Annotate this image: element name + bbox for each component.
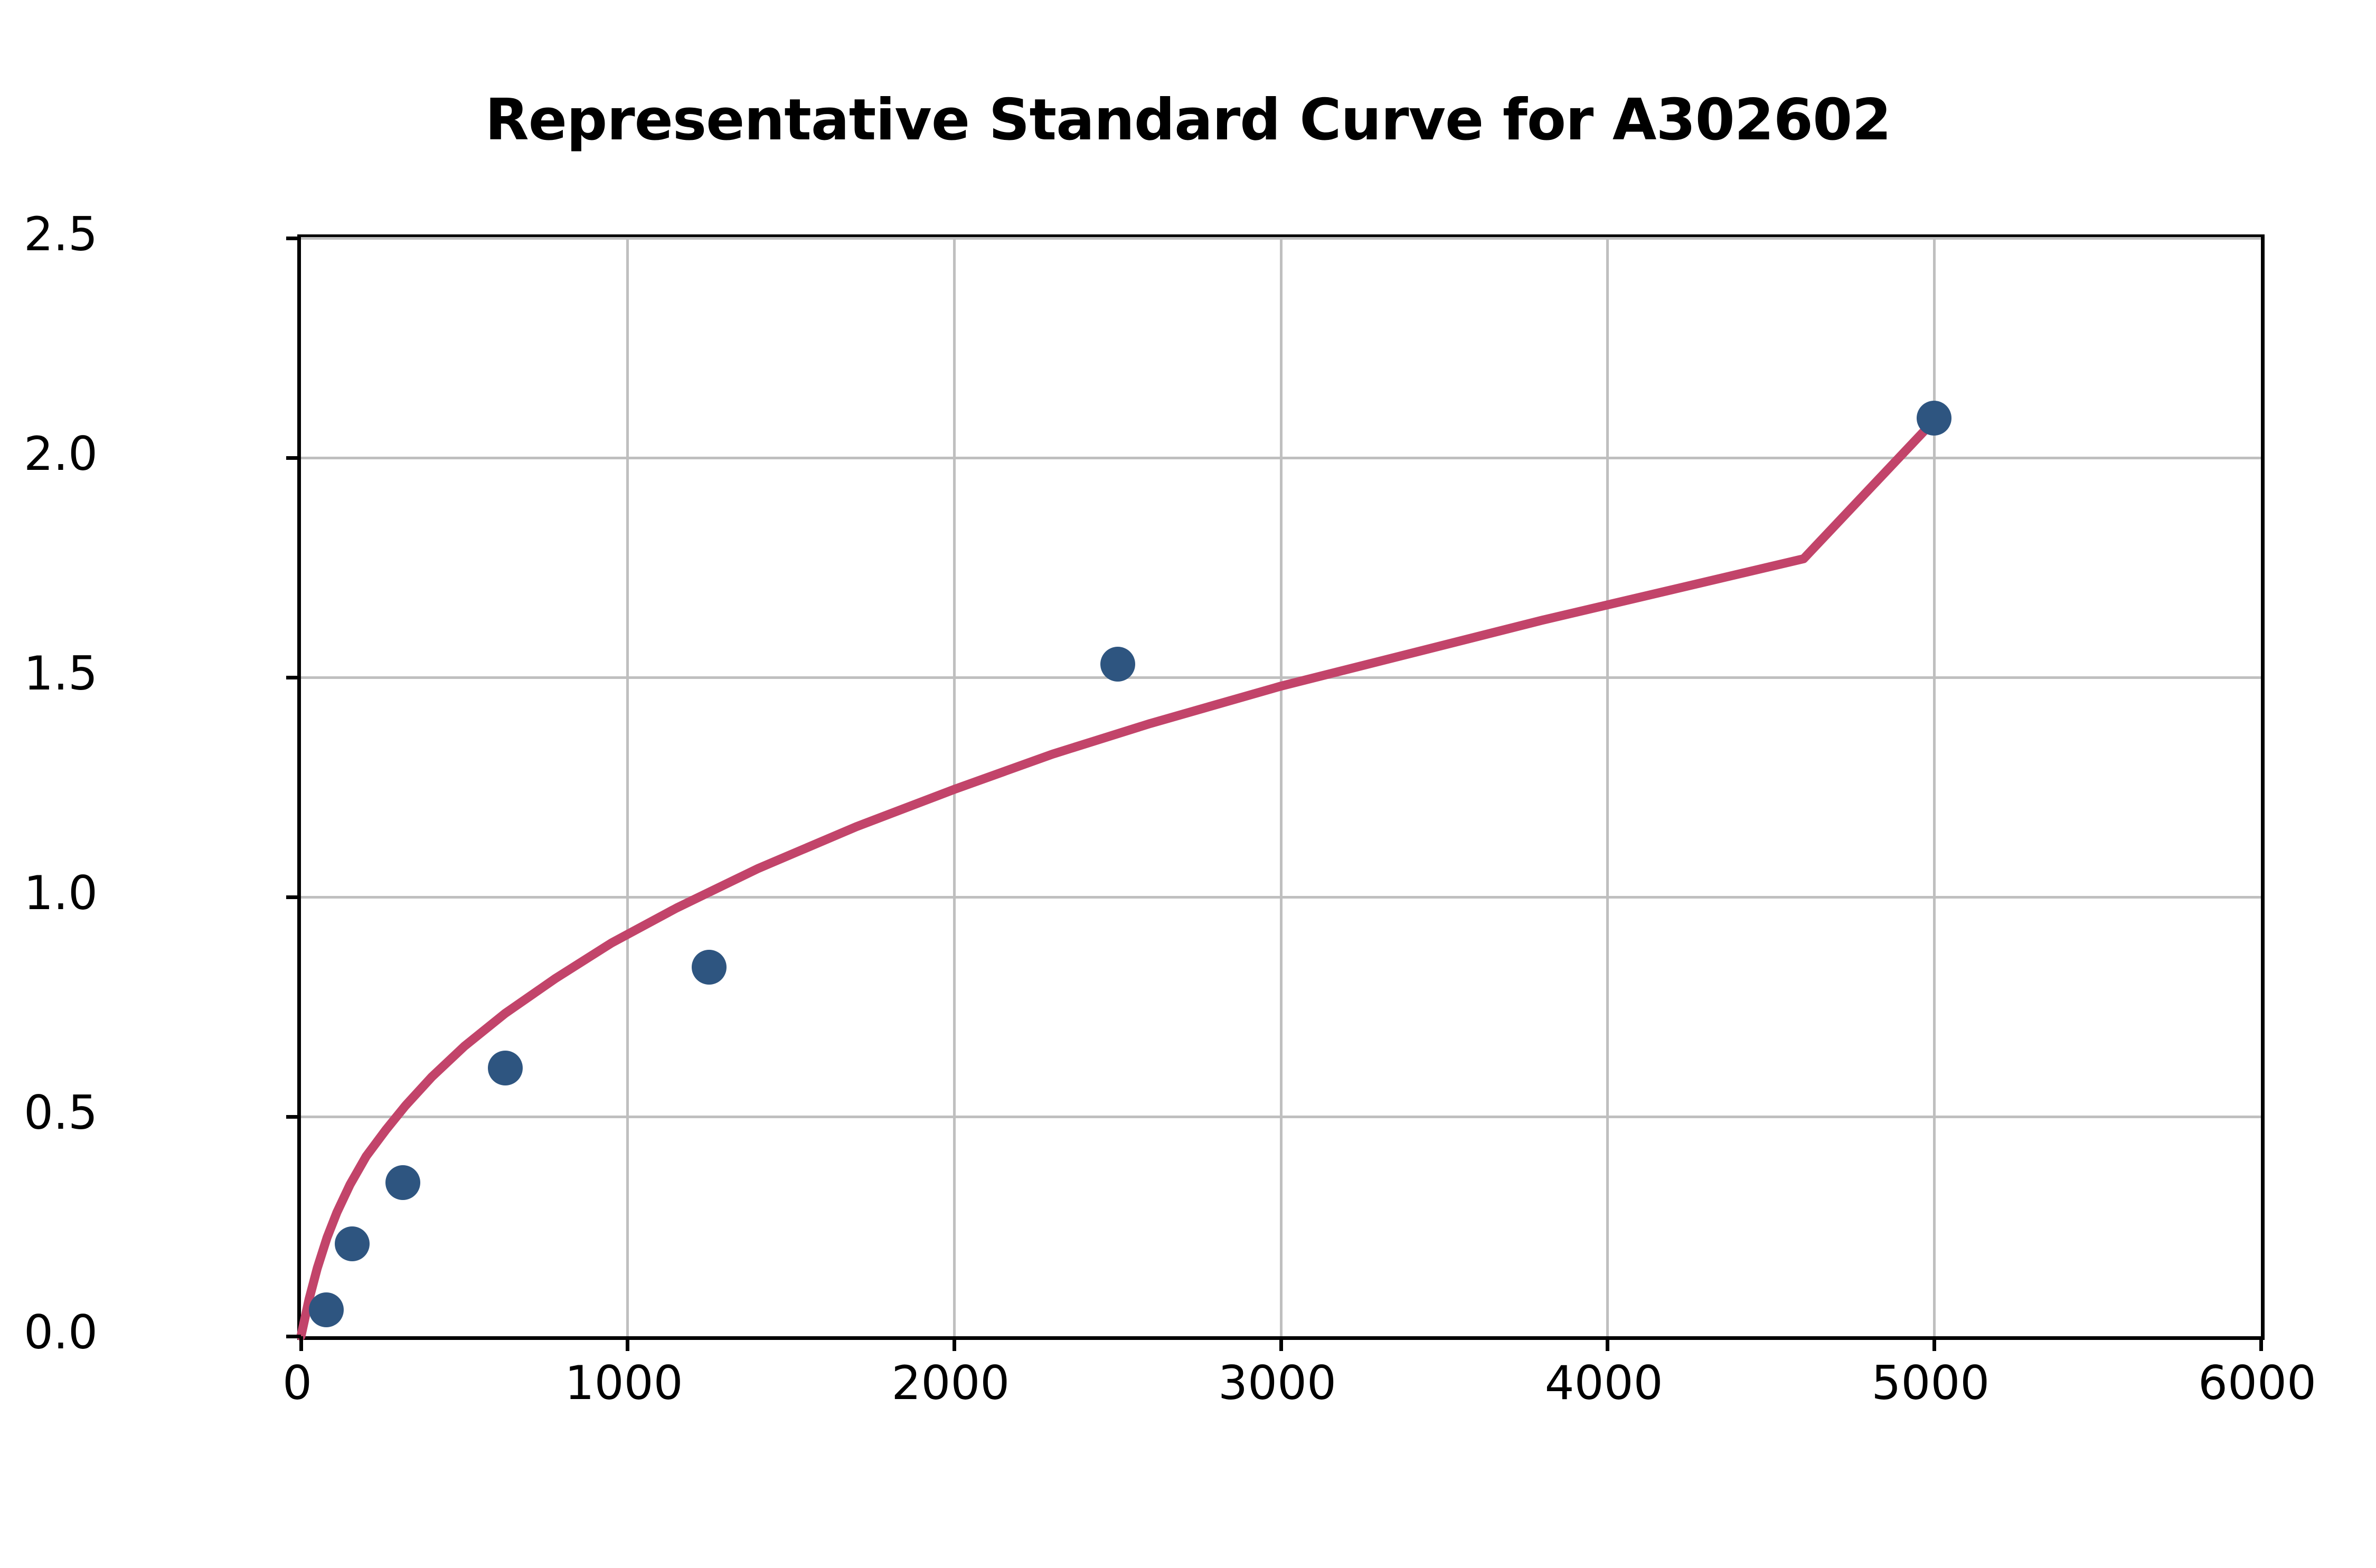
y-tick-label: 1.0	[24, 866, 98, 920]
gridline-vertical	[1932, 238, 1936, 1336]
y-tick-label: 0.5	[24, 1085, 98, 1140]
data-point	[1100, 647, 1135, 682]
y-tick-mark	[286, 1334, 301, 1338]
x-tick-mark	[626, 1336, 630, 1351]
gridline-vertical	[626, 238, 629, 1336]
gridline-vertical	[1279, 238, 1283, 1336]
x-tick-label: 4000	[1544, 1356, 1663, 1410]
x-tick-mark	[952, 1336, 956, 1351]
x-tick-label: 6000	[2198, 1356, 2316, 1410]
fit-curve	[296, 415, 1939, 1341]
x-tick-label: 2000	[891, 1356, 1010, 1410]
plot-area	[286, 234, 2265, 1351]
y-tick-label: 2.0	[24, 427, 98, 481]
x-tick-mark	[299, 1336, 303, 1351]
data-point	[692, 950, 727, 985]
x-tick-mark	[1606, 1336, 1610, 1351]
page-title: Representative Standard Curve for A30260…	[485, 87, 1892, 153]
data-point	[334, 1226, 370, 1262]
y-tick-label: 0.0	[24, 1305, 98, 1359]
y-tick-label: 1.5	[24, 646, 98, 701]
plot-inner	[286, 236, 2263, 1351]
data-point	[385, 1165, 421, 1200]
x-tick-mark	[1932, 1336, 1936, 1351]
x-tick-label: 5000	[1871, 1356, 1990, 1410]
y-tick-mark	[286, 1114, 301, 1119]
x-tick-mark	[1279, 1336, 1283, 1351]
gridline-vertical	[1606, 238, 1609, 1336]
y-tick-mark	[286, 895, 301, 899]
x-tick-label: 0	[282, 1356, 312, 1410]
data-point	[309, 1292, 344, 1328]
x-tick-label: 3000	[1218, 1356, 1336, 1410]
x-tick-label: 1000	[564, 1356, 683, 1410]
y-tick-mark	[286, 456, 301, 460]
x-tick-mark	[2259, 1336, 2263, 1351]
y-tick-mark	[286, 236, 301, 240]
data-point	[487, 1051, 523, 1086]
data-point	[1917, 401, 1952, 436]
y-tick-mark	[286, 675, 301, 679]
y-tick-label: 2.5	[24, 207, 98, 261]
